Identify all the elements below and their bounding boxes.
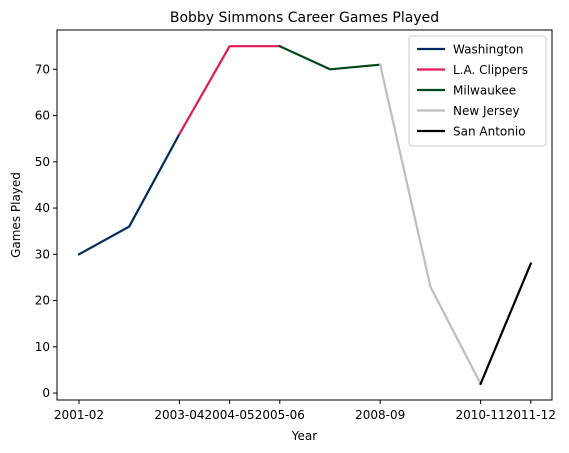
x-tick-label: 2001-02	[54, 408, 104, 422]
series-line-san-antonio	[479, 262, 533, 386]
plot-area	[56, 29, 553, 401]
chart-title: Bobby Simmons Career Games Played	[170, 10, 439, 26]
legend-entry-label: Milwaukee	[453, 84, 516, 98]
y-tick-label: 30	[35, 247, 50, 261]
series-line-new-jersey	[378, 63, 483, 386]
legend: Washington L.A. Clippers Milwaukee New Jers…	[408, 35, 547, 147]
legend-box	[408, 35, 547, 147]
x-axis: 2001-02 2003-04 2004-05 2005-06 2008-09 2010-…	[54, 400, 556, 422]
y-axis-label: Games Played	[9, 172, 23, 258]
legend-entry-label: San Antonio	[453, 125, 526, 139]
x-tick-label: 2004-05	[205, 408, 255, 422]
x-tick-label: 2005-06	[255, 408, 305, 422]
legend-entry-label: L.A. Clippers	[453, 63, 528, 77]
y-tick-label: 60	[35, 109, 50, 123]
series-line-l-a-clippers	[177, 45, 281, 136]
series-line-milwaukee	[278, 44, 382, 71]
y-tick-label: 20	[35, 294, 50, 308]
plot-frame	[56, 29, 553, 401]
y-tick-label: 10	[35, 340, 50, 354]
y-axis: 0 10 20 30 40 50 60 70	[35, 62, 57, 400]
series-lines	[77, 44, 533, 386]
y-tick-label: 50	[35, 155, 50, 169]
x-tick-label: 2008-09	[355, 408, 405, 422]
series-line-washington	[77, 132, 181, 256]
y-tick-label: 70	[35, 62, 50, 76]
y-tick-label: 0	[42, 386, 50, 400]
x-axis-label: Year	[291, 429, 317, 443]
legend-entry-label: Washington	[453, 43, 524, 57]
y-tick-label: 40	[35, 201, 50, 215]
x-tick-label: 2003-04	[154, 408, 204, 422]
legend-entry-label: New Jersey	[453, 104, 520, 118]
x-tick-label: 2011-12	[506, 408, 556, 422]
x-tick-label: 2010-11	[456, 408, 506, 422]
